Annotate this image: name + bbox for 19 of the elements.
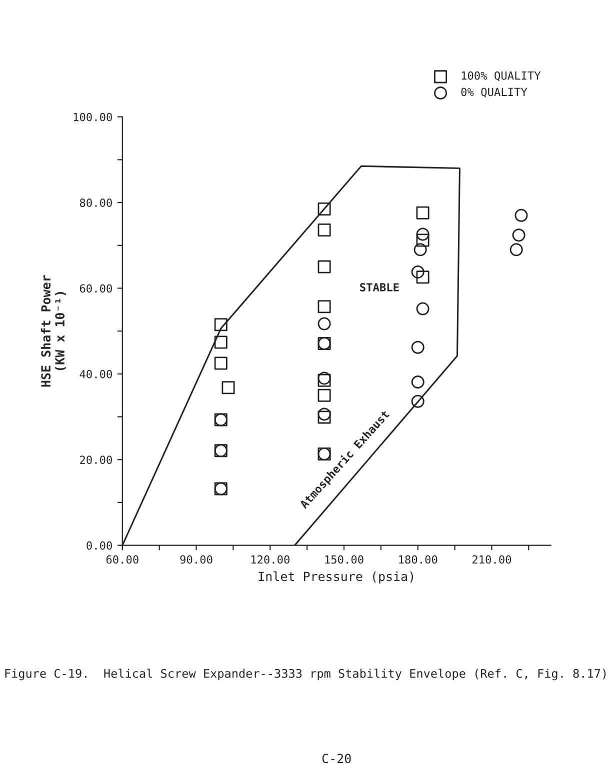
x-tick-label: 60.00: [106, 555, 138, 564]
text: C-20: [322, 754, 351, 764]
x-axis-title: Inlet Pressure (psia): [258, 571, 414, 584]
y-tick-label: 60.00: [80, 284, 112, 293]
x-tick-label: 150.00: [325, 555, 364, 564]
y-tick-label: 20.00: [80, 456, 112, 464]
y-tick-label: 40.00: [80, 370, 112, 378]
x-tick-label: 210.00: [472, 555, 512, 564]
y-axis-title: HSE Shaft Power (KW x 10⁻¹): [40, 275, 66, 387]
annotation: STABLE: [360, 283, 399, 292]
y-tick-label: 0.00: [86, 541, 112, 550]
x-tick-label: 90.00: [180, 555, 212, 564]
legend-label: 100% QUALITY: [462, 71, 541, 82]
text: Figure C-19. Helical Screw Expander--3333 rpm Stability Envelope (Ref. C, Fig. 8.17): [5, 668, 606, 680]
legend-label: 0% QUALITY: [461, 88, 528, 98]
y-tick-label: 100.00: [74, 112, 112, 122]
x-tick-label: 120.00: [251, 555, 290, 564]
x-tick-label: 180.00: [399, 555, 438, 564]
y-tick-label: 80.00: [80, 198, 112, 207]
